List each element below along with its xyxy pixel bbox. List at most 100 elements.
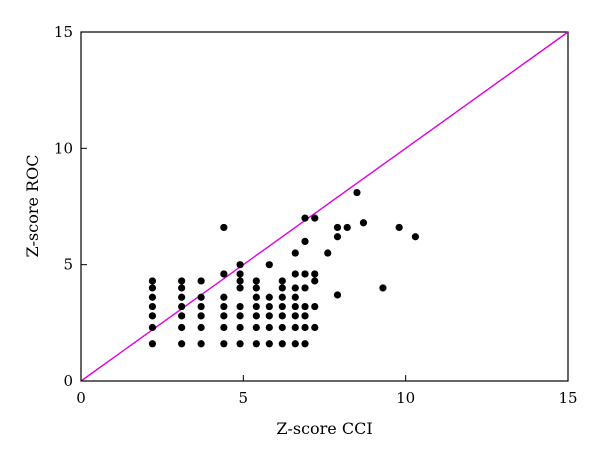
data-point <box>311 277 319 285</box>
data-point <box>197 277 205 285</box>
data-point <box>197 340 205 348</box>
data-point <box>236 284 244 292</box>
data-point <box>178 293 186 301</box>
y-tick-label: 5 <box>63 256 73 274</box>
data-point <box>411 233 420 241</box>
data-point <box>265 302 273 311</box>
data-point <box>301 312 309 320</box>
data-point <box>236 270 244 278</box>
x-axis-title: Z-score CCI <box>276 419 372 438</box>
data-point <box>379 284 387 292</box>
data-point <box>197 293 205 301</box>
data-point <box>148 312 157 320</box>
data-point <box>252 340 260 348</box>
data-point <box>301 284 309 292</box>
data-point <box>353 188 361 197</box>
data-point <box>197 302 205 311</box>
data-point <box>301 237 309 245</box>
data-point <box>178 284 186 292</box>
data-point <box>278 284 286 292</box>
x-tick-label: 0 <box>76 389 86 407</box>
data-point <box>220 340 228 348</box>
data-point <box>220 223 228 232</box>
data-point <box>178 340 186 348</box>
data-point <box>265 340 273 348</box>
data-point <box>301 340 309 348</box>
data-point <box>291 293 299 301</box>
data-point <box>178 323 186 332</box>
data-point <box>220 293 228 301</box>
data-point <box>236 340 244 348</box>
data-point <box>265 312 273 320</box>
data-point <box>265 261 273 269</box>
data-point <box>278 302 286 311</box>
data-point <box>291 249 299 257</box>
data-point <box>311 214 319 222</box>
identity-reference-line <box>80 31 569 382</box>
y-tick-label: 15 <box>54 23 73 41</box>
data-point <box>236 277 244 285</box>
data-point <box>301 302 309 311</box>
plot-frame <box>80 31 569 382</box>
data-point <box>252 312 260 320</box>
data-point <box>236 302 244 311</box>
x-tick-label: 10 <box>396 389 415 407</box>
y-axis-title: Z-score ROC <box>23 155 42 258</box>
data-point <box>236 323 244 332</box>
data-point <box>291 302 299 311</box>
data-point <box>343 223 351 232</box>
data-point <box>301 214 309 222</box>
data-point <box>278 293 286 301</box>
data-point <box>265 293 273 301</box>
data-point <box>220 312 228 320</box>
data-point <box>236 261 244 269</box>
data-point <box>291 270 299 278</box>
data-point <box>148 284 157 292</box>
data-point <box>148 340 157 348</box>
data-point <box>178 302 186 311</box>
data-point <box>359 219 368 227</box>
data-point <box>265 323 273 332</box>
data-point <box>291 312 299 320</box>
data-point <box>252 277 260 285</box>
x-axis-ticks: 0 5 10 15 <box>76 375 578 407</box>
data-point <box>148 302 157 311</box>
data-points <box>148 188 420 348</box>
data-point <box>333 233 342 241</box>
data-point <box>252 293 260 301</box>
data-point <box>291 323 299 332</box>
data-point <box>178 312 186 320</box>
data-point <box>220 302 228 311</box>
data-point <box>220 323 228 332</box>
data-point <box>311 302 319 311</box>
data-point <box>324 249 332 257</box>
data-point <box>197 312 205 320</box>
y-axis-ticks: 0 5 10 15 <box>54 23 87 390</box>
data-point <box>252 284 260 292</box>
data-point <box>220 270 228 278</box>
y-tick-label: 0 <box>63 372 73 390</box>
data-point <box>252 323 260 332</box>
data-point <box>395 223 403 232</box>
data-point <box>333 291 342 299</box>
data-point <box>178 277 186 285</box>
data-point <box>278 277 286 285</box>
data-point <box>301 270 309 278</box>
data-point <box>148 293 157 301</box>
data-point <box>148 323 157 332</box>
data-point <box>291 284 299 292</box>
data-point <box>197 323 205 332</box>
y-tick-label: 10 <box>54 139 73 157</box>
data-point <box>333 223 342 232</box>
data-point <box>236 312 244 320</box>
data-point <box>278 323 286 332</box>
data-point <box>278 340 286 348</box>
x-tick-label: 15 <box>558 389 577 407</box>
data-point <box>252 302 260 311</box>
x-tick-label: 5 <box>239 389 249 407</box>
data-point <box>148 277 157 285</box>
data-point <box>278 312 286 320</box>
data-point <box>291 340 299 348</box>
data-point <box>301 323 309 332</box>
